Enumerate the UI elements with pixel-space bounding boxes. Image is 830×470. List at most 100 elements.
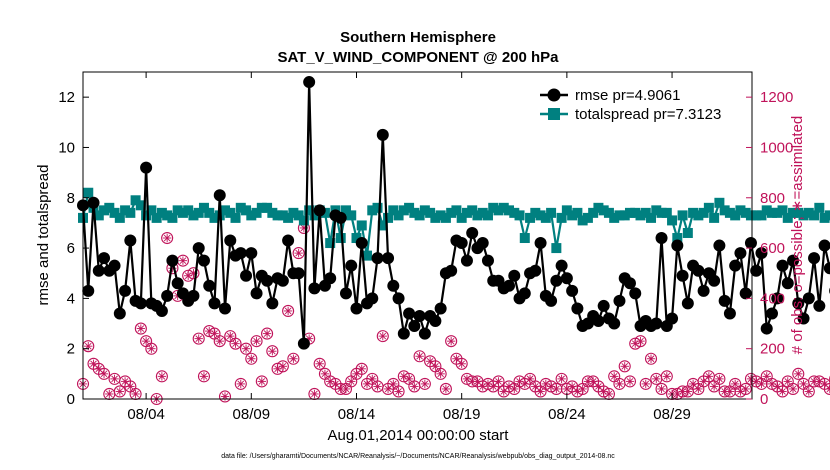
obs-assimilated-point — [557, 374, 566, 384]
asterisk-stroke — [84, 342, 92, 350]
x-axis-label: Aug.01,2014 00:00:00 start — [328, 427, 510, 444]
asterisk-stroke — [284, 307, 292, 315]
obs-assimilated-point — [578, 384, 587, 394]
totalspread-point — [619, 210, 630, 221]
obs-assimilated-point — [389, 379, 398, 389]
asterisk-stroke — [295, 249, 302, 257]
asterisk-stroke — [195, 335, 203, 342]
obs-possible-point — [134, 322, 147, 335]
obs-count-layer — [76, 221, 830, 406]
rmse-point — [334, 211, 347, 224]
obs-possible-point — [250, 335, 263, 348]
obs-assimilated-point — [231, 339, 240, 348]
totalspread-point — [735, 205, 746, 216]
rmse-point — [650, 317, 663, 330]
asterisk-stroke — [710, 383, 718, 390]
asterisk-stroke — [389, 380, 397, 388]
asterisk-stroke — [374, 383, 381, 390]
asterisk-stroke — [347, 378, 355, 385]
obs-assimilated-point — [289, 354, 298, 363]
asterisk-stroke — [500, 388, 508, 395]
totalspread-point — [814, 202, 825, 213]
asterisk-stroke — [458, 360, 465, 368]
totalspread-point — [262, 202, 273, 213]
asterisk-stroke — [684, 388, 692, 395]
rmse-point — [192, 242, 205, 255]
obs-possible-point — [292, 247, 305, 260]
totalspread-point — [766, 207, 777, 218]
totalspread-point — [198, 202, 209, 213]
rmse-point — [434, 302, 447, 315]
asterisk-stroke — [816, 378, 823, 385]
obs-possible-point — [555, 372, 568, 385]
rmse-point — [802, 292, 815, 305]
totalspread-point — [472, 210, 483, 221]
obs-assimilated-point — [120, 377, 130, 386]
rmse-point — [208, 297, 221, 310]
rmse-point — [261, 274, 274, 287]
totalspread-point — [535, 210, 546, 221]
rmse-point — [371, 252, 384, 265]
rmse-point — [481, 254, 494, 267]
obs-assimilated-point — [473, 377, 482, 386]
asterisk-stroke — [274, 365, 281, 373]
obs-possible-point — [282, 304, 295, 318]
obs-assimilated-point — [709, 382, 719, 391]
data-file-footnote: data file: /Users/gharamti/Documents/NCA… — [221, 453, 615, 460]
obs-assimilated-point — [241, 344, 251, 353]
obs-assimilated-point — [141, 336, 151, 346]
asterisk-stroke — [337, 385, 345, 393]
obs-assimilated-point — [199, 372, 209, 381]
totalspread-point — [146, 205, 157, 216]
rmse-point — [550, 274, 563, 287]
totalspread-point — [461, 207, 472, 218]
obs-assimilated-point — [362, 379, 372, 389]
obs-assimilated-point — [157, 372, 167, 381]
totalspread-point — [698, 207, 709, 218]
totalspread-point — [745, 210, 756, 221]
asterisk-stroke — [321, 370, 329, 378]
rmse-point — [466, 226, 479, 239]
totalspread-point — [130, 195, 141, 206]
asterisk-stroke — [558, 375, 565, 383]
totalspread-point — [756, 210, 767, 221]
obs-assimilated-point — [699, 377, 708, 386]
asterisk-stroke — [484, 380, 492, 388]
totalspread-point — [651, 205, 662, 216]
asterisk-stroke — [637, 337, 644, 345]
asterisk-stroke — [111, 375, 118, 383]
rmse-point — [734, 247, 747, 260]
asterisk-stroke — [679, 388, 686, 395]
obs-assimilated-point — [215, 336, 224, 346]
asterisk-stroke — [137, 325, 145, 332]
asterisk-stroke — [516, 378, 523, 385]
rmse-point — [250, 287, 263, 300]
totalspread-point — [309, 210, 320, 221]
asterisk-stroke — [526, 375, 534, 383]
asterisk-stroke — [489, 383, 497, 390]
y-tick-label-right: 200 — [760, 341, 785, 358]
asterisk-stroke — [221, 393, 229, 400]
obs-assimilated-point — [525, 374, 535, 384]
obs-assimilated-point — [115, 387, 125, 396]
rmse-point — [213, 189, 226, 202]
obs-assimilated-point — [725, 387, 735, 396]
asterisk-stroke — [205, 327, 213, 335]
rmse-point — [245, 247, 258, 260]
asterisk-stroke — [395, 388, 402, 395]
rmse-point — [403, 307, 416, 320]
obs-assimilated-point — [283, 306, 293, 316]
legend: rmse pr=4.9061 totalspread pr=7.3123 — [540, 87, 721, 123]
obs-assimilated-point — [536, 387, 545, 396]
obs-assimilated-point — [489, 382, 498, 391]
y-tick-label: 0 — [67, 391, 75, 408]
obs-assimilated-point — [210, 329, 219, 338]
asterisk-stroke — [179, 257, 187, 264]
rmse-point — [382, 252, 395, 265]
rmse-point — [413, 309, 426, 322]
totalspread-point — [677, 210, 688, 221]
x-tick-label: 08/14 — [338, 406, 376, 423]
obs-assimilated-point — [757, 379, 766, 389]
rmse-point — [529, 264, 542, 277]
